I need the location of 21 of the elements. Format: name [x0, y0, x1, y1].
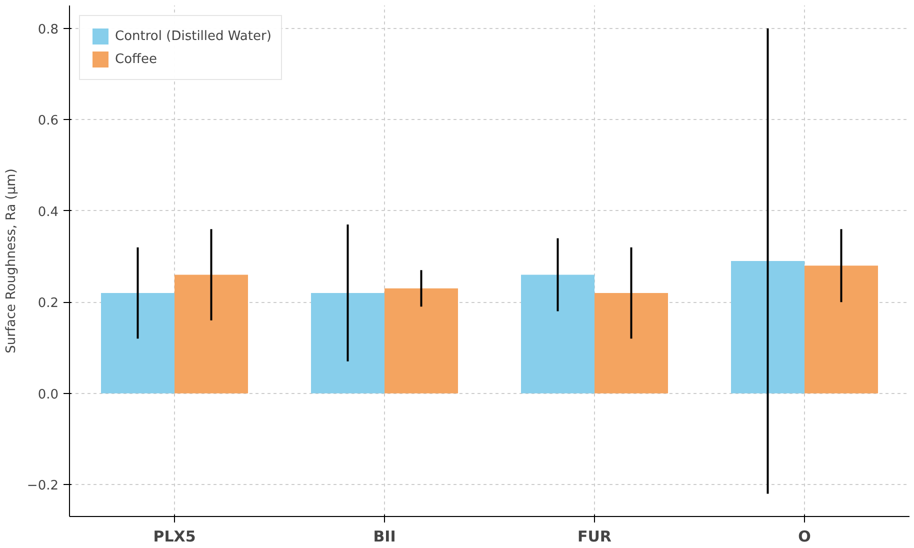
legend-label: Control (Distilled Water) — [115, 28, 272, 44]
y-axis-title: Surface Roughness, Ra (µm) — [4, 168, 19, 354]
bar — [101, 292, 174, 394]
y-tick-label: −0.2 — [26, 478, 59, 494]
bar — [174, 274, 248, 394]
y-tick-label: 0.2 — [38, 296, 59, 312]
y-tick-label: 0.0 — [38, 387, 59, 402]
x-tick-label: O — [798, 528, 811, 546]
legend-label: Coffee — [115, 52, 157, 66]
bar — [384, 288, 458, 394]
bar — [804, 266, 878, 394]
y-tick-label: 0.4 — [38, 204, 59, 220]
bar — [521, 274, 594, 394]
y-tick-label: 0.8 — [38, 22, 59, 38]
y-tick-label: 0.6 — [38, 114, 59, 129]
x-tick-label: PLX5 — [153, 528, 196, 546]
bar — [311, 292, 384, 394]
x-tick-label: BII — [373, 528, 396, 546]
bar — [731, 261, 804, 394]
x-tick-label: FUR — [578, 528, 612, 546]
bar — [594, 292, 668, 394]
